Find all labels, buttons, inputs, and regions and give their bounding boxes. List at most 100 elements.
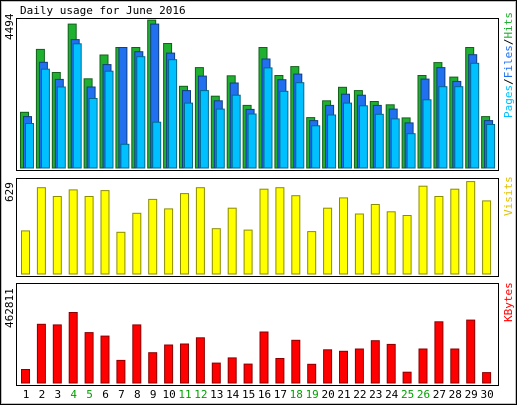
pages-bar-day-19 (311, 125, 321, 169)
day-label-20: 20 (321, 388, 334, 401)
chart-title: Daily usage for June 2016 (20, 4, 186, 17)
legend-kbytes: KBytes (502, 282, 515, 322)
visits-bar-day-25 (402, 215, 412, 275)
kbytes-bar-day-7 (116, 359, 126, 384)
kbytes-bar-day-8 (132, 324, 142, 384)
day-label-15: 15 (242, 388, 255, 401)
kbytes-bar-day-23 (370, 340, 380, 384)
kbytes-bar-day-15 (243, 363, 253, 384)
day-label-13: 13 (210, 388, 223, 401)
kbytes-bar-day-19 (307, 363, 317, 384)
pages-bar-day-5 (88, 98, 98, 169)
visits-bar-day-17 (275, 187, 285, 275)
pages-bar-day-24 (390, 118, 400, 169)
kbytes-bar-day-1 (21, 369, 30, 384)
day-label-30: 30 (480, 388, 493, 401)
kbytes-bar-day-24 (386, 343, 396, 384)
legend-hits: Hits (502, 12, 515, 39)
pages-bar-day-8 (136, 56, 146, 169)
kbytes-bar-day-25 (402, 371, 412, 384)
pages-bar-day-1 (25, 123, 34, 169)
pages-bar-day-27 (438, 86, 448, 169)
kbytes-bar-day-30 (482, 372, 492, 384)
legend-pages: Pages (502, 85, 515, 118)
pages-bar-day-7 (120, 143, 130, 169)
day-label-29: 29 (465, 388, 478, 401)
visits-bar-day-18 (291, 195, 301, 275)
visits-bar-day-19 (307, 231, 317, 275)
day-label-7: 7 (118, 388, 125, 401)
pages-bar-day-29 (470, 62, 480, 169)
visits-bar-day-8 (132, 212, 142, 275)
kbytes-bar-day-6 (100, 335, 110, 384)
hits-files-pages-bars (20, 19, 496, 169)
visits-bar-day-27 (434, 196, 444, 275)
visits-bar-day-3 (52, 196, 62, 275)
pages-bar-day-18 (295, 82, 305, 169)
day-label-6: 6 (102, 388, 109, 401)
kbytes-bar-day-5 (84, 332, 94, 384)
legend-files: Files (502, 45, 515, 78)
visits-bar-day-14 (227, 207, 237, 275)
kbytes-bar-day-20 (323, 349, 333, 384)
pages-bar-day-25 (406, 133, 416, 169)
pages-bar-day-3 (56, 86, 66, 169)
day-label-12: 12 (194, 388, 207, 401)
visits-bar-day-26 (418, 185, 428, 275)
hits-panel-max-label: 4494 (3, 13, 16, 40)
visits-bar-day-9 (148, 198, 158, 275)
day-label-14: 14 (226, 388, 240, 401)
visits-bar-day-15 (243, 229, 253, 275)
visits-bar-day-24 (386, 211, 396, 275)
day-label-4: 4 (70, 388, 77, 401)
pages-bar-day-26 (422, 99, 432, 169)
visits-bar-day-11 (180, 193, 189, 275)
day-label-16: 16 (258, 388, 271, 401)
visits-bar-day-1 (21, 230, 30, 275)
pages-bar-day-28 (454, 86, 464, 169)
pages-bar-day-14 (231, 94, 241, 169)
day-label-1: 1 (23, 388, 30, 401)
pages-bar-day-11 (184, 102, 193, 169)
day-label-3: 3 (54, 388, 61, 401)
kbytes-bar-day-3 (52, 324, 62, 384)
visits-bar-day-12 (195, 187, 205, 275)
day-label-26: 26 (417, 388, 430, 401)
day-label-17: 17 (274, 388, 287, 401)
visits-panel-max-label: 629 (3, 182, 16, 202)
visits-bar-day-6 (100, 190, 110, 275)
pages-bar-day-23 (374, 113, 384, 169)
pages-bar-day-16 (263, 67, 273, 169)
hits-panel-legend: Pages/Files/Hits (502, 12, 515, 118)
visits-bar-day-23 (370, 204, 380, 275)
visits-bars (21, 181, 492, 275)
kbytes-bar-day-21 (339, 350, 348, 384)
day-label-28: 28 (449, 388, 462, 401)
pages-bar-day-21 (343, 102, 352, 169)
visits-bar-day-4 (68, 189, 78, 275)
pages-bar-day-4 (72, 43, 82, 169)
kbytes-bar-day-11 (180, 343, 189, 384)
kbytes-panel-border (16, 283, 499, 386)
day-label-5: 5 (86, 388, 93, 401)
day-label-23: 23 (369, 388, 382, 401)
day-label-19: 19 (306, 388, 319, 401)
day-label-10: 10 (162, 388, 175, 401)
kbytes-bar-day-12 (195, 337, 205, 384)
visits-bar-day-10 (164, 208, 174, 275)
pages-bar-day-6 (104, 70, 114, 169)
kbytes-bar-day-4 (68, 312, 78, 384)
visits-bar-day-13 (211, 228, 221, 275)
visits-bar-day-28 (450, 188, 460, 275)
pages-bar-day-20 (327, 114, 337, 169)
visits-bar-day-7 (116, 231, 126, 275)
kbytes-bar-day-13 (211, 362, 221, 384)
visits-bar-day-21 (339, 197, 348, 275)
kbytes-bar-day-28 (450, 348, 460, 384)
visits-bar-day-22 (354, 213, 364, 275)
day-label-8: 8 (134, 388, 141, 401)
kbytes-bar-day-26 (418, 348, 428, 384)
legend-visits: Visits (502, 176, 515, 216)
